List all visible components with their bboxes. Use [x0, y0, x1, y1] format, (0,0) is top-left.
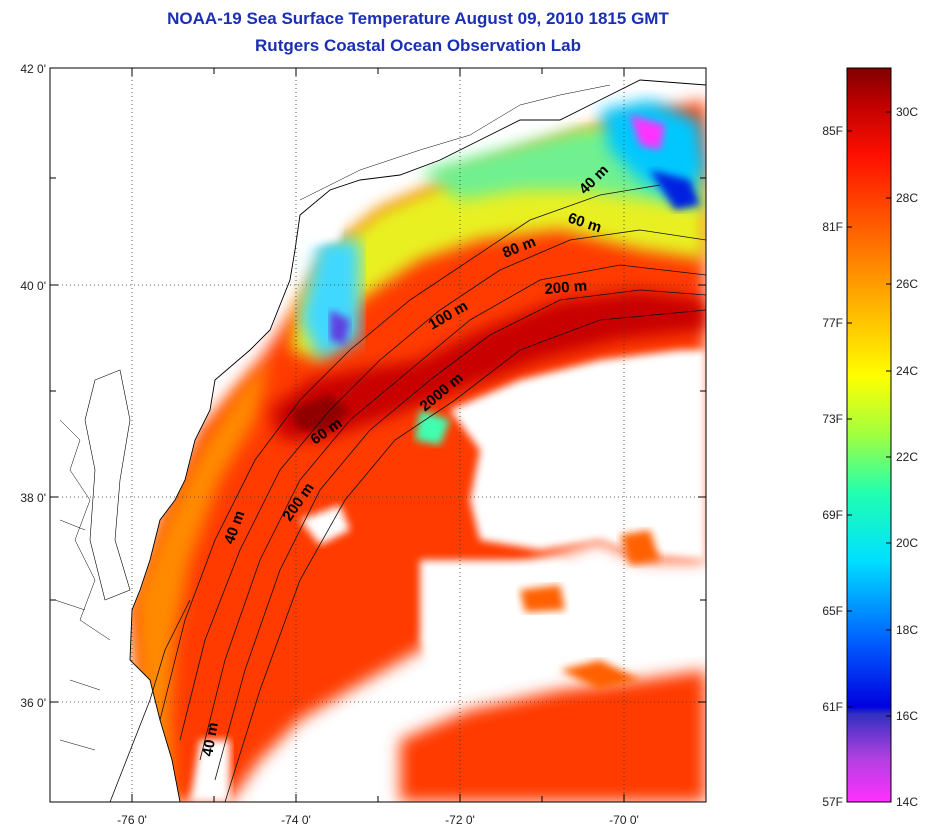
- colorbar-label-c: 16C: [896, 709, 918, 723]
- colorbar-label-f: 81F: [822, 220, 843, 234]
- graticule: [50, 68, 706, 802]
- lon-label: -72 0': [445, 813, 475, 827]
- isobath-label: 40 m: [199, 721, 222, 758]
- temperature-colorbar: 85F 81F 77F 73F 69F 65F 61F 57F 30C 28C …: [822, 67, 918, 809]
- colorbar-label-c: 30C: [896, 105, 918, 119]
- colorbar-label-f: 65F: [822, 604, 843, 618]
- map-title: NOAA-19 Sea Surface Temperature August 0…: [167, 9, 669, 28]
- lat-label: 42 0': [20, 62, 46, 76]
- colorbar-label-c: 22C: [896, 450, 918, 464]
- map-subtitle: Rutgers Coastal Ocean Observation Lab: [255, 36, 581, 55]
- colorbar-label-c: 28C: [896, 191, 918, 205]
- colorbar-label-c: 14C: [896, 795, 918, 809]
- lon-label: -70 0': [609, 813, 639, 827]
- lat-label: 36 0': [20, 696, 46, 710]
- colorbar-label-f: 73F: [822, 412, 843, 426]
- colorbar-label-c: 24C: [896, 364, 918, 378]
- colorbar-label-f: 85F: [822, 124, 843, 138]
- lat-label: 40 0': [20, 279, 46, 293]
- colorbar-label-c: 26C: [896, 277, 918, 291]
- lat-label: 38 0': [20, 491, 46, 505]
- lon-label: -74 0': [281, 813, 311, 827]
- colorbar-label-c: 18C: [896, 623, 918, 637]
- colorbar-label-f: 61F: [822, 700, 843, 714]
- colorbar-label-c: 20C: [896, 536, 918, 550]
- colorbar-label-f: 77F: [822, 316, 843, 330]
- lon-label: -76 0': [117, 813, 147, 827]
- colorbar-label-f: 57F: [822, 795, 843, 809]
- sst-imagery: [50, 68, 706, 802]
- colorbar-label-f: 69F: [822, 508, 843, 522]
- isobath-label: 200 m: [544, 277, 588, 298]
